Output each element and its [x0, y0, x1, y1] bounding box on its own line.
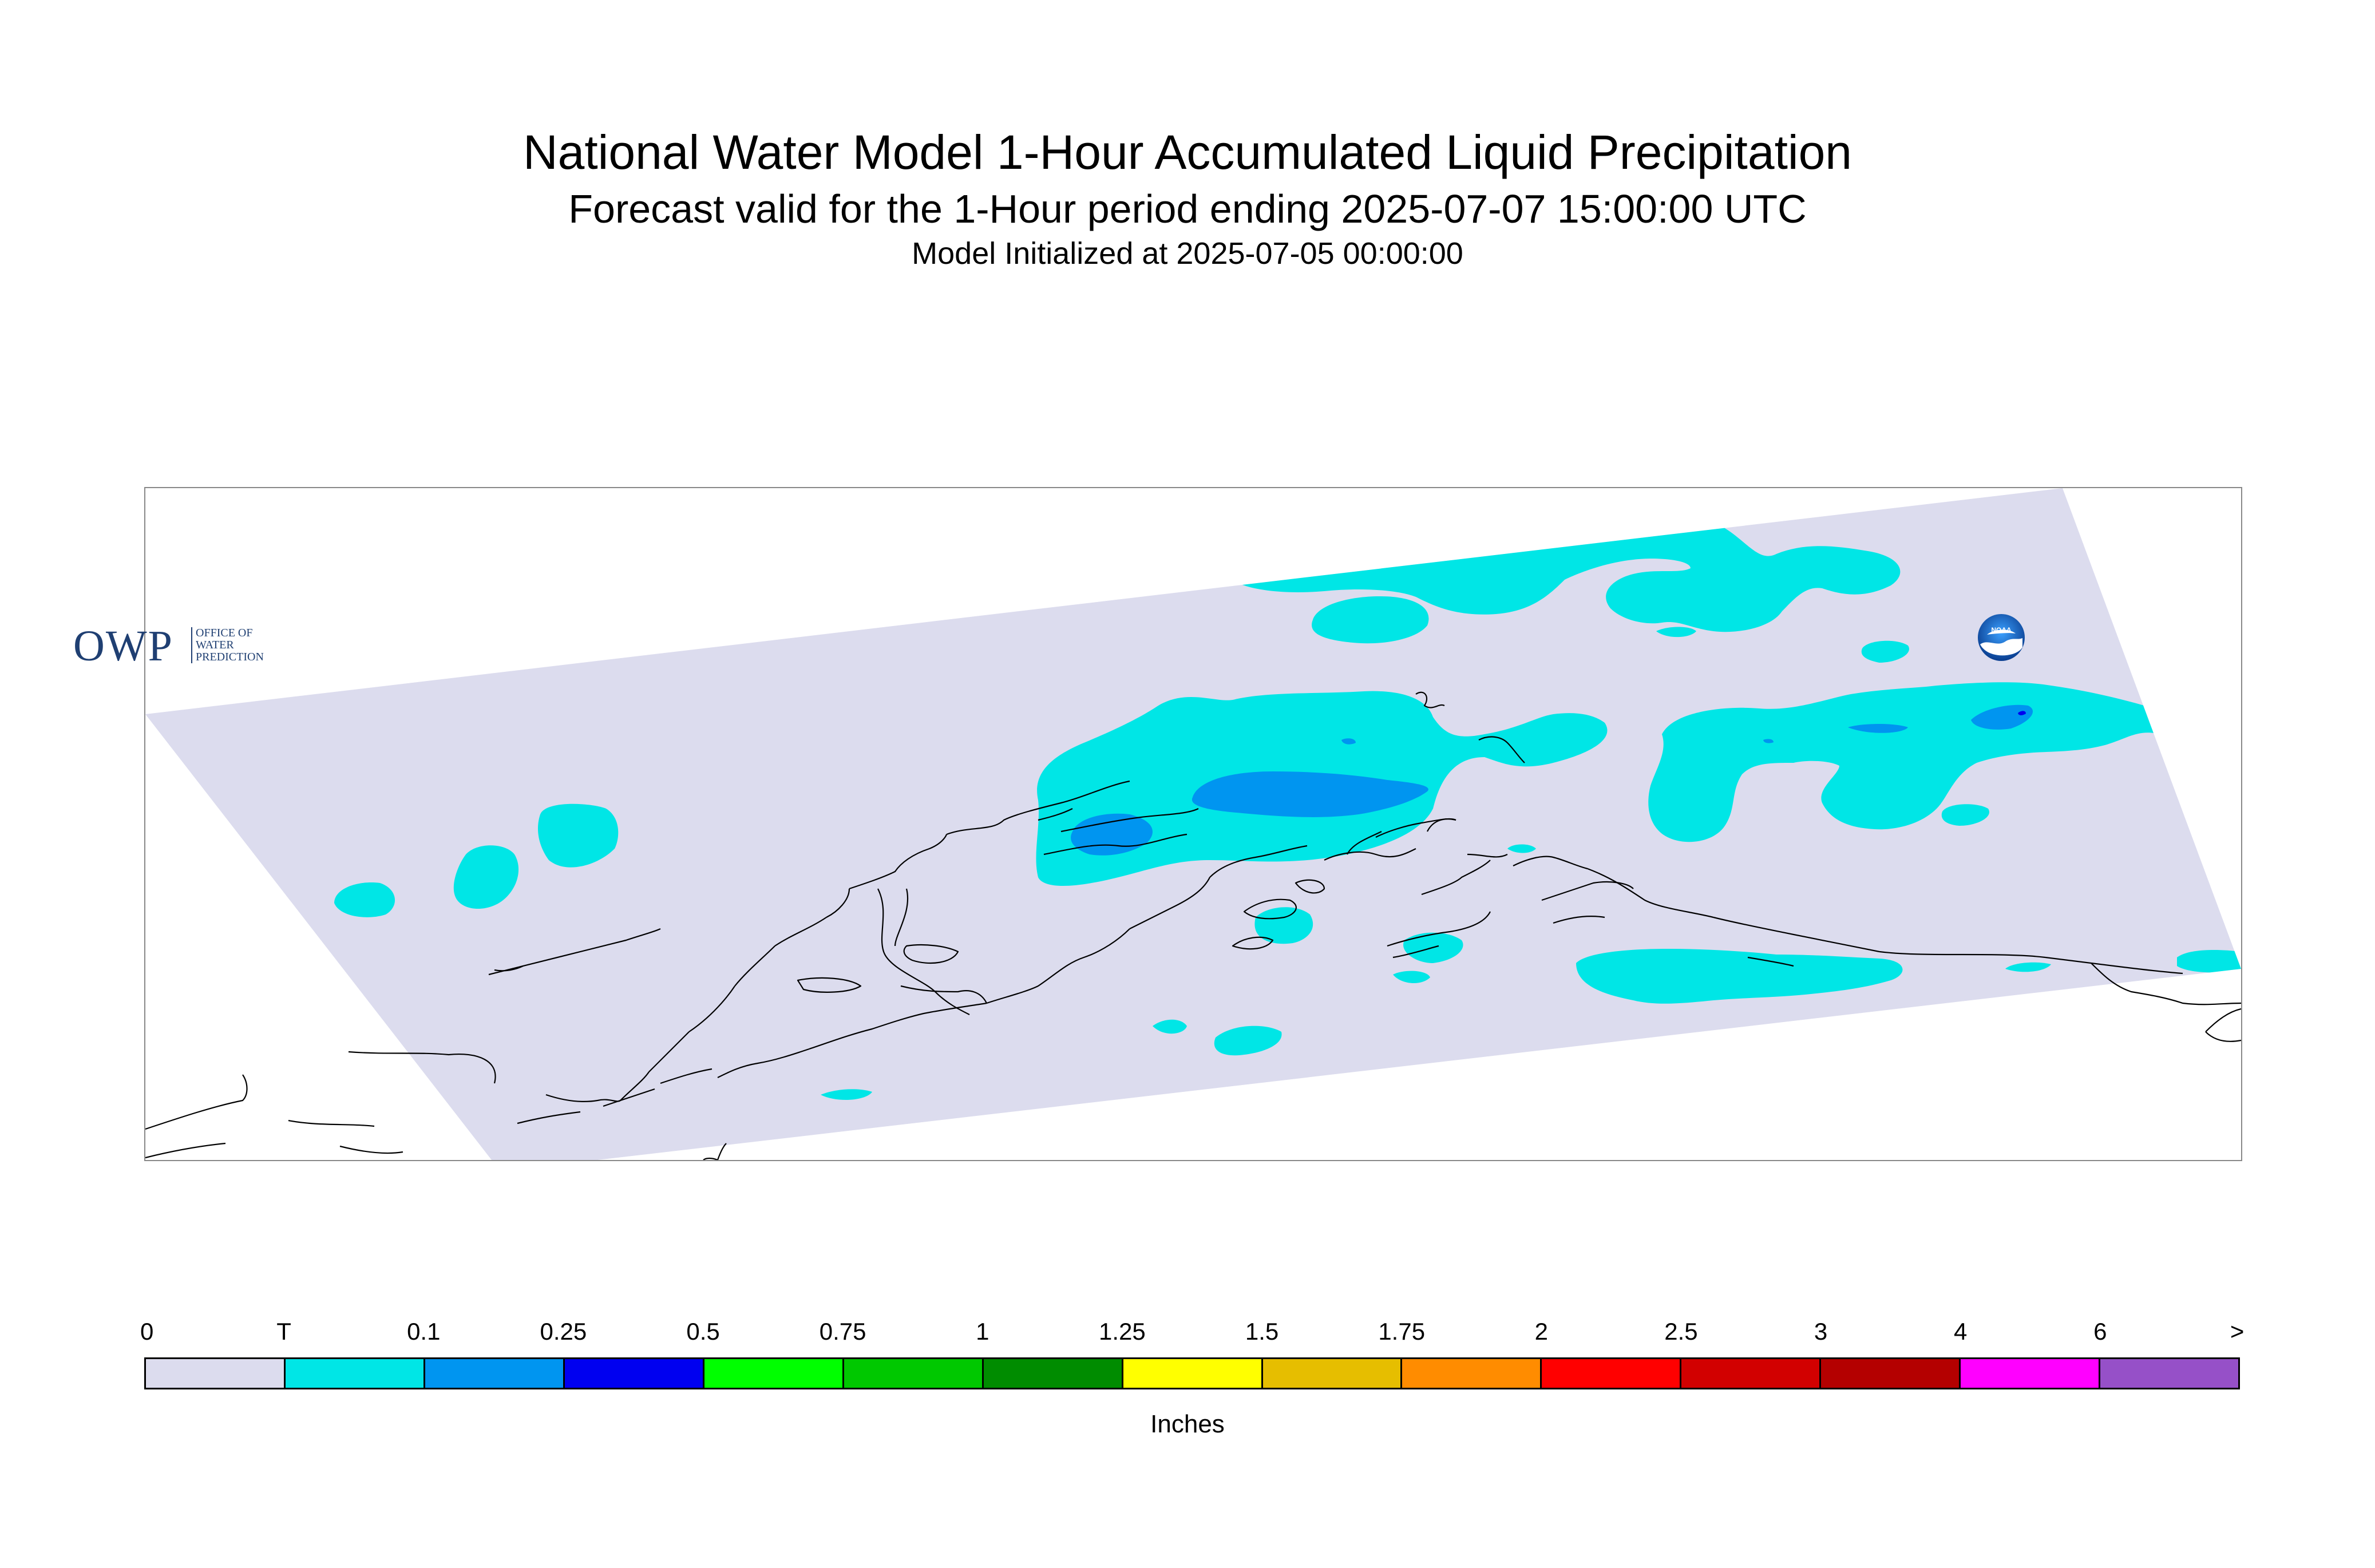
precipitation-areas [334, 512, 2241, 1100]
legend-tick-label: 0.5 [686, 1318, 720, 1345]
legend-tick-label: 4 [1954, 1318, 1968, 1345]
owp-logo: OWP OFFICE OF WATER PREDICTION [73, 621, 264, 671]
legend-ticks: 0 T 0.1 0.25 0.5 0.75 1 1.25 1.5 1.75 2 2.5 3 4 6 > [140, 1318, 2244, 1352]
legend-tick-label: 3 [1814, 1318, 1828, 1345]
legend-swatch [983, 1359, 1123, 1388]
legend-swatch [1262, 1359, 1403, 1388]
legend-tick-label: 0 [140, 1318, 154, 1345]
legend-units: Inches [1150, 1410, 1225, 1438]
moderate-precip-areas [2018, 711, 2026, 715]
legend-tick-label: 1.75 [1378, 1318, 1426, 1345]
model-init-time: Model Initialized at 2025-07-05 00:00:00 [912, 236, 1463, 271]
owp-logo-wordmark: OWP [73, 622, 173, 670]
legend-tick-label: T [276, 1318, 291, 1345]
legend-tick-label: 1.5 [1245, 1318, 1279, 1345]
legend-tick-label: 0.1 [407, 1318, 441, 1345]
legend-tick-label: 1.25 [1099, 1318, 1146, 1345]
legend-colorbar [144, 1357, 2240, 1389]
precipitation-map [144, 487, 2242, 1161]
legend-tick-label: 0.75 [819, 1318, 866, 1345]
map-title: National Water Model 1-Hour Accumulated … [522, 125, 1852, 179]
legend-tick-label: 0.25 [540, 1318, 587, 1345]
legend-swatch [1123, 1359, 1263, 1388]
legend-tick-label: > [2230, 1318, 2245, 1345]
legend-swatch [146, 1359, 286, 1388]
legend-tick-label: 2 [1534, 1318, 1549, 1345]
light-precip-areas [1071, 540, 2033, 856]
coastlines [145, 691, 2241, 1160]
legend-swatch [2100, 1359, 2239, 1388]
legend-swatch [425, 1359, 565, 1388]
legend-tick-label: 1 [976, 1318, 989, 1345]
legend-swatch [1681, 1359, 1822, 1388]
legend-swatch [564, 1359, 704, 1388]
owp-logo-subtitle: OFFICE OF WATER PREDICTION [191, 627, 293, 663]
legend-swatch [1821, 1359, 1961, 1388]
map-subtitle: Forecast valid for the 1-Hour period end… [568, 187, 1807, 231]
noaa-logo: NOAA [1977, 613, 2026, 665]
legend-tick-label: 2.5 [1664, 1318, 1698, 1345]
legend-swatch [1961, 1359, 2101, 1388]
legend-swatch [844, 1359, 984, 1388]
legend-swatch [704, 1359, 844, 1388]
map-canvas [145, 488, 2241, 1160]
legend-swatch [285, 1359, 425, 1388]
noaa-logo-text: NOAA [1991, 626, 2012, 634]
legend-swatch [1402, 1359, 1542, 1388]
legend-swatch [1542, 1359, 1682, 1388]
noaa-emblem-icon: NOAA [1978, 614, 2025, 661]
legend-tick-label: 6 [2093, 1318, 2107, 1345]
